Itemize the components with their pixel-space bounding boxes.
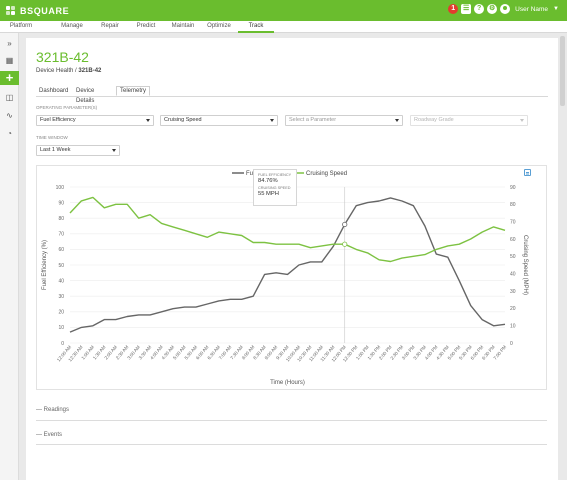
tooltip-fuel-label: FUEL EFFICIENCY: [258, 173, 292, 177]
main-panel: 321B-42 Device Health / 321B-42 Dashboar…: [26, 38, 558, 480]
readings-label: Readings: [43, 407, 70, 413]
series-line: [69, 196, 506, 263]
parameter-select-1[interactable]: Fuel Efficiency: [36, 115, 154, 126]
gauge-icon[interactable]: ◔: [7, 129, 12, 138]
nav-track[interactable]: Track: [238, 21, 274, 33]
section-divider: [36, 444, 547, 445]
y-right-tick-label: 70: [510, 219, 516, 225]
events-section-header[interactable]: — Events: [36, 432, 63, 438]
nav-repair[interactable]: Repair: [101, 23, 119, 29]
dashboard-icon[interactable]: ▦: [5, 56, 14, 65]
data-point: [342, 241, 348, 247]
y-left-tick-label: 90: [58, 200, 64, 206]
breadcrumb: Device Health / 321B-42: [36, 68, 101, 74]
parameter-select-2[interactable]: Cruising Speed: [160, 115, 278, 126]
chart-tooltip: FUEL EFFICIENCY 84.76% CRUISING SPEED 55…: [253, 169, 297, 206]
tab-telemetry[interactable]: Telemetry: [116, 86, 151, 96]
parameter-select-2-value: Cruising Speed: [164, 117, 202, 123]
parameter-select-4: Roadway Grade: [410, 115, 528, 126]
nav-predict[interactable]: Predict: [136, 23, 156, 29]
tabs-divider: [36, 96, 548, 97]
parameter-select-3[interactable]: Select a Parameter: [285, 115, 403, 126]
x-axis-label: Time (Hours): [270, 380, 305, 386]
y-left-tick-label: 80: [58, 216, 64, 222]
y-left-tick-label: 30: [58, 294, 64, 300]
series-line: [69, 197, 506, 333]
time-window-select[interactable]: Last 1 Week: [36, 145, 120, 156]
y-left-tick-label: 100: [56, 185, 65, 191]
parameter-select-3-placeholder: Select a Parameter: [289, 117, 337, 123]
y-right-axis-label: Cruising Speed (MPH): [522, 235, 528, 295]
parameter-select-1-value: Fuel Efficiency: [40, 117, 76, 123]
messages-icon[interactable]: ☰: [461, 4, 472, 14]
y-left-tick-label: 40: [58, 278, 64, 284]
chevron-down-icon: [112, 149, 116, 152]
nav-maintain[interactable]: Maintain: [171, 23, 195, 29]
tab-dashboard[interactable]: Dashboard: [39, 88, 69, 94]
export-chart-icon[interactable]: [524, 169, 531, 176]
analytics-icon[interactable]: ∿: [6, 111, 13, 120]
time-window-value: Last 1 Week: [40, 147, 71, 153]
y-left-axis-label: Fuel Efficiency (%): [42, 240, 48, 290]
y-right-tick-label: 60: [510, 237, 516, 243]
page-scrollbar[interactable]: [560, 36, 565, 106]
chevron-down-icon: [395, 119, 399, 122]
tab-device-details[interactable]: Device Details: [76, 88, 95, 104]
y-left-tick-label: 10: [58, 325, 64, 331]
nav-optimize[interactable]: Optimize: [207, 23, 231, 29]
bsquare-logo[interactable]: BSQUARE: [6, 4, 69, 17]
breadcrumb-parent[interactable]: Device Health /: [36, 68, 77, 74]
y-left-tick-label: 20: [58, 310, 64, 316]
breadcrumb-current: 321B-42: [78, 68, 102, 74]
data-point: [342, 221, 348, 228]
y-left-tick-label: 60: [58, 247, 64, 253]
chevron-down-icon: [270, 119, 274, 122]
page-title: 321B-42: [36, 49, 89, 65]
logo-text: BSQUARE: [20, 5, 70, 16]
section-divider: [36, 420, 547, 421]
y-left-tick-label: 70: [58, 232, 64, 238]
chevron-down-icon: [520, 119, 524, 122]
nav-manage[interactable]: Manage: [61, 23, 83, 29]
chevron-down-icon: [146, 119, 150, 122]
y-right-tick-label: 50: [510, 254, 516, 260]
y-right-tick-label: 10: [510, 323, 516, 329]
y-right-tick-label: 90: [510, 185, 516, 191]
legend-item: Cruising Speed: [306, 171, 347, 177]
chart-container: [36, 165, 547, 390]
settings-icon[interactable]: ⚙: [487, 4, 498, 14]
events-label: Events: [43, 432, 63, 438]
readings-section-header[interactable]: — Readings: [36, 407, 70, 413]
tooltip-fuel-value: 84.76%: [258, 178, 278, 184]
tooltip-speed-value: 55 MPH: [258, 191, 279, 197]
chevron-down-icon[interactable]: ▼: [553, 6, 559, 12]
left-sidebar: » ▦ + ◫ ∿ ◔: [0, 33, 19, 480]
alert-icon[interactable]: 1: [448, 4, 459, 14]
y-right-tick-label: 40: [510, 271, 516, 277]
expand-icon[interactable]: »: [7, 39, 12, 48]
user-avatar-icon[interactable]: [500, 4, 511, 14]
y-right-tick-label: 80: [510, 202, 516, 208]
parameter-select-4-value: Roadway Grade: [414, 117, 454, 123]
header-actions: 1 ☰ ? ⚙ User Name ▼: [448, 4, 559, 14]
y-right-tick-label: 0: [510, 341, 513, 347]
main-nav: Platform Manage Repair Predict Maintain …: [0, 21, 567, 33]
help-icon[interactable]: ?: [474, 4, 485, 14]
top-bar: BSQUARE 1 ☰ ? ⚙ User Name ▼: [0, 0, 567, 21]
logo-mark-icon: [6, 5, 16, 16]
y-right-tick-label: 30: [510, 289, 516, 295]
y-right-tick-label: 20: [510, 306, 516, 312]
tooltip-speed-label: CRUISING SPEED: [258, 186, 291, 190]
widgets-icon[interactable]: ◫: [5, 93, 14, 102]
time-window-label: TIME WINDOW: [36, 135, 68, 140]
user-name[interactable]: User Name: [515, 5, 549, 13]
operating-parameters-label: OPERATING PARAMETER(S): [36, 105, 98, 110]
add-icon[interactable]: +: [0, 71, 19, 85]
nav-platform[interactable]: Platform: [9, 23, 33, 29]
y-left-tick-label: 50: [58, 263, 64, 269]
y-left-tick-label: 0: [61, 341, 64, 347]
